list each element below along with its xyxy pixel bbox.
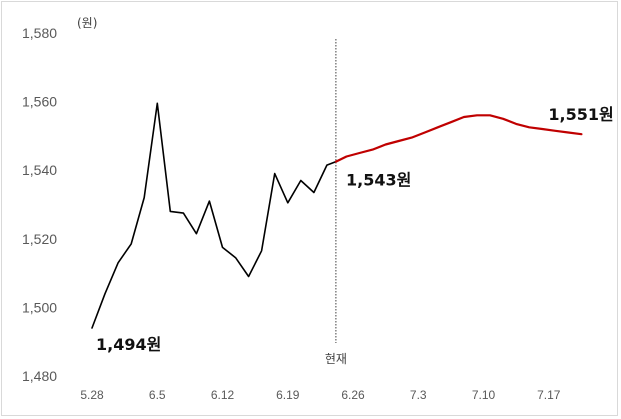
x-tick-label: 7.10 (472, 388, 496, 402)
y-tick-label: 1,540 (22, 162, 57, 178)
x-tick-label: 7.17 (537, 388, 561, 402)
y-tick-label: 1,500 (22, 299, 57, 315)
y-unit-label: (원) (77, 16, 97, 30)
series-line-actual (91, 102, 337, 329)
series-lines (91, 102, 583, 329)
current-label: 현재 (325, 352, 347, 366)
y-tick-label: 1,580 (22, 25, 57, 41)
x-tick-label: 7.3 (410, 388, 427, 402)
x-tick-label: 6.5 (149, 388, 166, 402)
current-marker: 현재 (325, 39, 347, 366)
x-axis: 5.28 6.5 6.12 6.19 6.26 7.3 7.10 7.17 (80, 388, 560, 402)
y-tick-label: 1,480 (22, 368, 57, 384)
x-tick-label: 6.12 (211, 388, 235, 402)
data-label: 1,494원 (96, 335, 161, 354)
y-tick-label: 1,560 (22, 94, 57, 110)
x-tick-label: 6.26 (341, 388, 365, 402)
series-line-forecast (334, 114, 583, 163)
y-tick-label: 1,520 (22, 231, 57, 247)
x-tick-label: 6.19 (276, 388, 300, 402)
annotations: 1,494원 1,543원 1,551원 (96, 105, 614, 354)
x-tick-label: 5.28 (80, 388, 104, 402)
data-label: 1,551원 (548, 105, 613, 124)
data-label: 1,543원 (346, 171, 411, 190)
y-axis: 1,480 1,500 1,520 1,540 1,560 1,580 (원) (22, 16, 97, 384)
